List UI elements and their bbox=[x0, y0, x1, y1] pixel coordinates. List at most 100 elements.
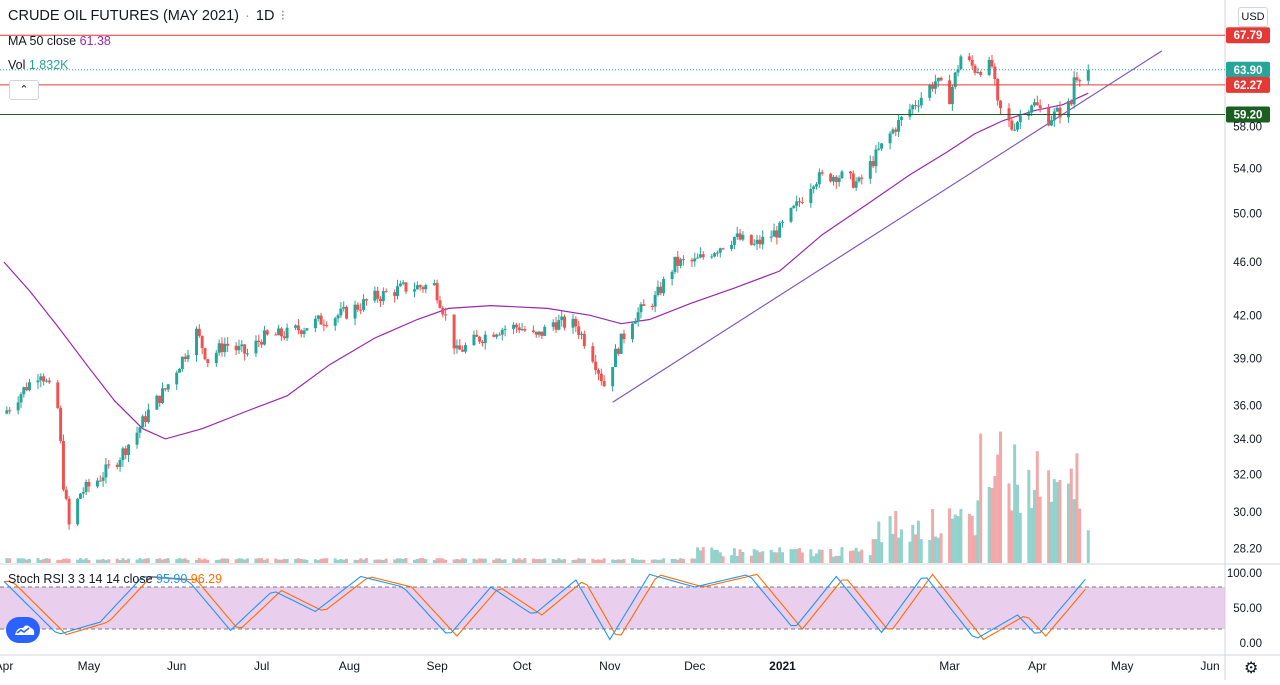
volume-bar-2020-11-16 bbox=[650, 559, 654, 563]
candle-body-2021-03-02 bbox=[950, 86, 954, 105]
candle-body-2020-09-30 bbox=[517, 327, 521, 331]
candle-body-2020-08-19 bbox=[398, 283, 402, 287]
volume-bar-2020-11-24 bbox=[673, 558, 677, 563]
volume-bar-2020-05-18 bbox=[135, 559, 139, 563]
stoch-d-value: 96.29 bbox=[190, 572, 223, 586]
volume-bar-2021-01-08 bbox=[800, 552, 804, 563]
interval-label[interactable]: 1D bbox=[255, 8, 275, 24]
volume-bar-2020-07-09 bbox=[282, 558, 286, 563]
volume-bar-2020-12-29 bbox=[772, 552, 776, 563]
candle-body-2021-02-18 bbox=[916, 105, 920, 107]
candle-body-2021-03-30 bbox=[1030, 105, 1034, 113]
volume-bar-2020-12-03 bbox=[698, 550, 702, 563]
candle-body-2021-04-06 bbox=[1049, 120, 1053, 126]
candle-body-2021-04-14 bbox=[1072, 77, 1076, 105]
volume-bar-2020-08-19 bbox=[398, 558, 402, 563]
symbol-title[interactable]: CRUDE OIL FUTURES (MAY 2021) · 1D ⁝ bbox=[8, 8, 287, 24]
candle-body-2020-07-03 bbox=[265, 330, 269, 335]
candle-body-2021-02-15 bbox=[908, 109, 912, 117]
volume-bar-2021-02-02 bbox=[871, 539, 875, 563]
volume-bar-2020-05-05 bbox=[98, 559, 102, 563]
candle-body-2020-07-14 bbox=[296, 325, 300, 331]
volume-bar-2020-10-22 bbox=[580, 558, 584, 563]
candle-body-2021-02-01 bbox=[868, 161, 872, 179]
candle-body-2020-10-22 bbox=[580, 333, 584, 335]
volume-bar-2020-10-12 bbox=[551, 558, 555, 563]
candles bbox=[5, 52, 1090, 530]
volume-bar-2020-12-14 bbox=[730, 555, 734, 563]
candle-body-2021-03-11 bbox=[976, 72, 980, 74]
volume-bar-2020-11-03 bbox=[614, 559, 617, 563]
volume-bar-2021-04-12 bbox=[1066, 483, 1070, 563]
logo-glyph bbox=[15, 625, 35, 635]
candle-body-2020-08-20 bbox=[401, 282, 405, 284]
volume-bar-2020-06-08 bbox=[195, 559, 198, 563]
candle-body-2020-07-13 bbox=[294, 325, 298, 328]
volume-bar-2020-04-03 bbox=[8, 558, 12, 563]
volume-bar-2021-03-11 bbox=[976, 500, 980, 563]
volume-bar-2021-03-05 bbox=[959, 509, 963, 563]
candle-body-2020-06-25 bbox=[243, 344, 247, 354]
volume-bar-2021-01-07 bbox=[798, 548, 801, 563]
volume-bar-2021-02-04 bbox=[877, 521, 881, 563]
volume-bar-2020-09-09 bbox=[458, 559, 462, 563]
candle-body-2020-05-14 bbox=[124, 448, 128, 456]
candle-body-2021-03-25 bbox=[1016, 122, 1019, 130]
volume-bar-2021-03-24 bbox=[1013, 444, 1017, 563]
candle-body-2020-05-07 bbox=[104, 464, 108, 478]
candle-body-2020-08-26 bbox=[418, 285, 422, 288]
candle-body-2020-09-28 bbox=[512, 324, 516, 329]
candle-body-2020-10-01 bbox=[520, 329, 524, 331]
candle-body-2020-09-03 bbox=[441, 307, 445, 315]
candle-body-2020-07-27 bbox=[333, 318, 337, 326]
candle-body-2020-11-17 bbox=[653, 295, 657, 307]
candle-body-2021-02-12 bbox=[899, 116, 903, 120]
currency-button[interactable]: USD bbox=[1238, 7, 1268, 27]
candle-body-2021-04-02 bbox=[1038, 105, 1042, 109]
candle-body-2021-02-05 bbox=[880, 143, 884, 149]
candle-body-2020-11-09 bbox=[630, 323, 634, 340]
candle-body-2021-03-08 bbox=[967, 56, 971, 60]
candle-body-2021-04-16 bbox=[1078, 80, 1082, 82]
candle-body-2020-06-29 bbox=[254, 340, 258, 354]
volume-bar-2020-04-21 bbox=[59, 559, 63, 563]
volume-bar-2020-10-30 bbox=[602, 558, 606, 563]
candle-body-2020-06-16 bbox=[217, 343, 221, 353]
candle-body-2020-04-16 bbox=[44, 380, 48, 382]
time-tick-Sep-5: Sep bbox=[426, 659, 448, 673]
volume-bar-2020-10-29 bbox=[599, 559, 603, 563]
volume-bar-2020-08-12 bbox=[379, 559, 383, 563]
candle-body-2021-03-23 bbox=[1010, 120, 1014, 130]
volume-bar-2020-06-16 bbox=[217, 559, 221, 563]
volume-bar-2020-07-22 bbox=[319, 558, 323, 563]
volume-bar-2020-10-08 bbox=[540, 559, 544, 563]
volume-bar-2021-04-09 bbox=[1058, 479, 1062, 563]
gear-icon[interactable]: ⚙ bbox=[1244, 660, 1259, 677]
volume-bar-2021-02-03 bbox=[874, 539, 878, 563]
volume-bar-2020-09-30 bbox=[517, 558, 521, 563]
more-dots-icon[interactable]: ⁝ bbox=[280, 8, 286, 24]
collapse-legend-button[interactable]: ⌃ bbox=[9, 80, 39, 100]
vol-legend[interactable]: Vol 1.832K bbox=[8, 58, 69, 72]
symbol-name[interactable]: CRUDE OIL FUTURES (MAY 2021) bbox=[8, 8, 239, 24]
candle-body-2021-03-16 bbox=[990, 59, 994, 67]
candle-body-2020-04-23 bbox=[64, 489, 68, 499]
candle-body-2020-10-16 bbox=[563, 316, 567, 328]
volume-bar-2021-01-04 bbox=[789, 549, 793, 563]
tradingview-logo-icon[interactable] bbox=[6, 617, 40, 643]
volume-bar-2020-05-12 bbox=[118, 559, 122, 563]
candle-body-2021-02-19 bbox=[919, 97, 923, 106]
candle-body-2020-04-29 bbox=[81, 492, 85, 494]
candle-body-2020-10-23 bbox=[582, 333, 586, 347]
volume-bar-2020-11-26 bbox=[679, 558, 683, 563]
candle-body-2020-04-21 bbox=[59, 408, 63, 441]
volume-bar-2021-03-31 bbox=[1032, 489, 1036, 563]
ma-legend[interactable]: MA 50 close 61.38 bbox=[8, 34, 111, 48]
stoch-tick-100.00: 100.00 bbox=[1227, 568, 1262, 580]
volume-bar-2020-08-24 bbox=[413, 559, 416, 563]
volume-bar-2021-02-01 bbox=[868, 555, 872, 563]
candle-body-2021-01-01 bbox=[781, 221, 785, 223]
stoch-legend[interactable]: Stoch RSI 3 3 14 14 close 95.90 96.29 bbox=[8, 572, 222, 586]
volume-bar-2020-06-19 bbox=[226, 558, 230, 563]
